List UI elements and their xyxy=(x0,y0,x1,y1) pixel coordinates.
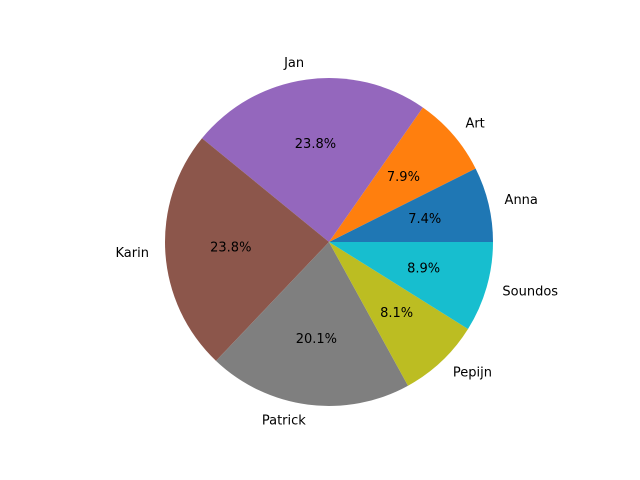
slice-label-soundos: Soundos xyxy=(502,284,558,299)
slice-percent-soundos: 8.9% xyxy=(407,262,440,277)
slice-label-patrick: Patrick xyxy=(262,413,306,428)
pie-slice-soundos xyxy=(329,242,493,330)
slice-percent-anna: 7.4% xyxy=(408,212,441,227)
slice-percent-art: 7.9% xyxy=(387,170,420,185)
pie-slice-art xyxy=(329,107,476,242)
slice-label-karin: Karin xyxy=(115,246,148,261)
slice-percent-karin: 23.8% xyxy=(210,241,251,256)
pie-slice-anna xyxy=(329,168,493,242)
slice-label-anna: Anna xyxy=(505,193,538,208)
slice-percent-pepijn: 8.1% xyxy=(380,306,413,321)
slice-label-art: Art xyxy=(465,116,484,131)
pie-slice-karin xyxy=(165,138,329,361)
pie-slices xyxy=(165,78,493,407)
slice-label-jan: Jan xyxy=(283,56,304,71)
pie-labels: Anna 7.4% Art 7.9% Jan 23.8% Karin 23.8% Patrick… xyxy=(115,56,558,429)
pie-slice-patrick xyxy=(215,242,409,407)
pie-slice-jan xyxy=(201,78,423,243)
slice-label-pepijn: Pepijn xyxy=(453,366,492,381)
pie-slice-pepijn xyxy=(329,242,469,386)
slice-percent-jan: 23.8% xyxy=(295,137,336,152)
slice-percent-patrick: 20.1% xyxy=(296,332,337,347)
